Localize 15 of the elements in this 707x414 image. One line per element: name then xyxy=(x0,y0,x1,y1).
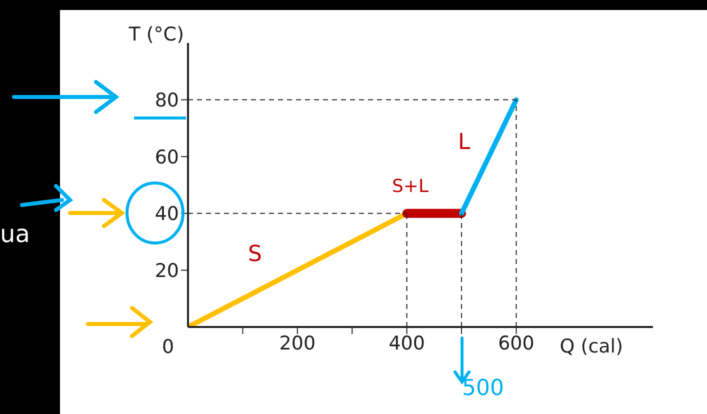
y-tick-label: 20 xyxy=(154,260,179,282)
x-tick-label: 200 xyxy=(279,332,316,354)
text: 500 xyxy=(462,376,504,401)
annotation: S+L xyxy=(392,176,429,197)
x-tick-label: 400 xyxy=(388,332,425,354)
text: ua xyxy=(0,220,30,248)
annotation: S xyxy=(248,242,262,267)
y-tick-label: 80 xyxy=(154,90,179,112)
y-tick-label: 40 xyxy=(154,203,179,226)
y-tick-label: 60 xyxy=(154,146,179,168)
y-axis-title: T (°C) xyxy=(128,23,184,46)
x-tick-label: 600 xyxy=(498,332,534,354)
text: 0 xyxy=(162,336,174,358)
annotation: L xyxy=(458,130,470,155)
x-axis-title: Q (cal) xyxy=(560,335,623,358)
